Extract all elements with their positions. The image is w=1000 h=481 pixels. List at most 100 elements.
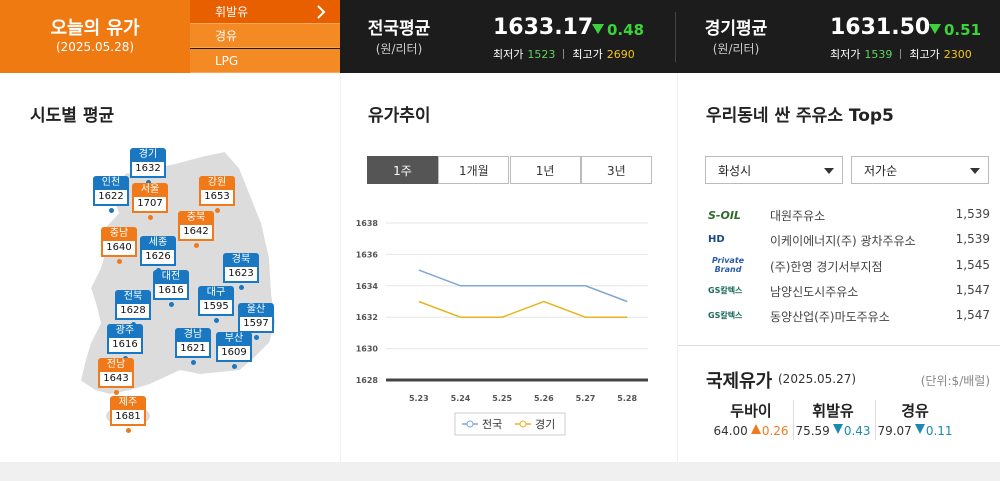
y-tick-label: 1632 [356,313,378,322]
region-value: 1632 [130,162,166,178]
arrow-down [592,24,604,34]
avg-change: 0.48 [592,21,644,39]
avg-label: 전국평균 [367,19,431,39]
change-value: 0.51 [944,21,982,39]
period-tab[interactable]: 1개월 [438,156,510,184]
station-name: 대원주유소 [770,209,826,223]
intl-price: 79.07 [877,424,912,438]
region-label: 대구 1595 [198,286,234,323]
station-row[interactable]: S-OIL 대원주유소 1,539 [700,203,990,227]
region-name: 대전 [153,270,189,284]
region-dot [145,180,151,185]
station-price: 1,547 [955,282,990,297]
x-tick-label: 5.27 [576,394,596,403]
region-label: 서울 1707 [132,183,168,220]
region-label: 충남 1640 [101,227,137,264]
period-tab[interactable]: 3년 [580,156,652,184]
region-value: 1640 [101,241,137,257]
fuel-tab[interactable]: 휘발유 [190,0,340,24]
station-price: 1,539 [955,232,990,247]
region-label: 충북 1642 [178,211,214,248]
fuel-tab[interactable]: 경유 [190,24,340,49]
station-row[interactable]: HD 이케이에너지(주) 광차주유소 1,539 [700,228,990,252]
brand-logo: Private Brand [711,255,745,274]
region-name: 경북 [223,253,259,267]
legend-box [454,412,566,436]
intl-title: 국제유가 [706,371,773,392]
region-name: 충북 [178,211,214,225]
region-dot [213,318,219,323]
header-title: 오늘의 유가 [50,18,140,39]
y-tick-label: 1638 [356,219,379,228]
arrow-down [914,424,925,434]
avg-unit: (원/리터) [375,42,423,56]
intl-value: 75.59 0.43 [787,424,879,438]
region-dot [214,208,220,213]
max-value: 2300 [943,48,972,61]
region-label: 부산 1609 [216,332,252,369]
region-value: 1595 [198,300,234,316]
region-name: 울산 [238,303,274,317]
intl-value: 64.00 0.26 [705,424,797,438]
chevron [317,5,326,19]
region-label: 대전 1616 [153,270,189,307]
region-value: 1609 [216,346,252,362]
intl-date: (2025.05.27) [778,372,857,386]
station-price: 1,547 [955,308,990,323]
station-price: 1,545 [955,257,990,272]
chevron-path [317,5,326,19]
station-row[interactable]: GS칼텍스 남양신도시주유소 1,547 [700,279,990,303]
region-value: 1616 [153,284,189,300]
legend-dot [519,420,527,428]
y-tick-label: 1636 [356,250,379,259]
region-name: 전북 [115,290,151,304]
arrow-down [929,24,941,34]
avg-price: 1631.50 [830,15,931,40]
legend-dot [466,420,474,428]
region-label: 전북 1628 [115,290,151,327]
region-label: 경남 1621 [175,328,211,365]
region-value: 1653 [199,190,235,206]
avg-unit: (원/리터) [712,42,760,56]
station-name: 동양산업(주)마도주유소 [770,310,890,325]
station-row[interactable]: GS칼텍스 동양산업(주)마도주유소 1,547 [700,304,990,328]
max-value: 2690 [606,48,635,61]
header-date: (2025.05.28) [55,40,135,54]
panel-title: 우리동네 싼 주유소 Top5 [706,106,894,126]
region-name: 세종 [140,236,176,250]
avg-label: 경기평균 [704,19,768,39]
intl-price: 75.59 [795,424,830,438]
divider [675,12,676,62]
period-tab[interactable]: 1년 [509,156,581,184]
intl-name: 두바이 [730,402,772,420]
arrow-down [832,424,843,434]
min-label: 최저가 [830,48,861,61]
region-dot [116,259,122,264]
avg-change: 0.51 [929,21,981,39]
select[interactable]: 화성시 [705,156,843,184]
station-price: 1,539 [955,207,990,221]
intl-change: 0.11 [914,424,953,438]
station-name: 이케이에너지(주) 광차주유소 [770,234,916,249]
header: 오늘의 유가 (2025.05.28) 휘발유 경유 LPG 전국평균 (원/리터) 1… [0,0,1000,73]
region-value: 1707 [132,197,168,213]
y-tick-label: 1630 [356,345,379,354]
legend-label: 전국 [482,418,502,431]
fuel-tab[interactable]: LPG [190,48,340,73]
region-value: 1626 [140,250,176,266]
region-label: 울산 1597 [238,303,274,340]
station-panel: 우리동네 싼 주유소 Top5 국제유가 (2025.05.27) (단위:$/… [678,73,1000,462]
y-tick-label: 1634 [356,282,379,291]
station-row[interactable]: Private Brand (주)한영 경기서부지점 1,545 [700,254,990,278]
brand-logo: GS칼텍스 [708,285,743,295]
select[interactable]: 저가순 [851,156,989,184]
region-dot [108,208,114,213]
x-tick-label: 5.28 [617,394,637,403]
period-tab[interactable]: 1주 [367,156,438,184]
max-label: 최고가 [572,48,603,61]
region-label: 세종 1626 [140,236,176,273]
intl-name: 휘발유 [812,402,854,420]
x-tick-label: 5.26 [534,394,554,403]
panel-title: 유가추이 [368,106,431,126]
